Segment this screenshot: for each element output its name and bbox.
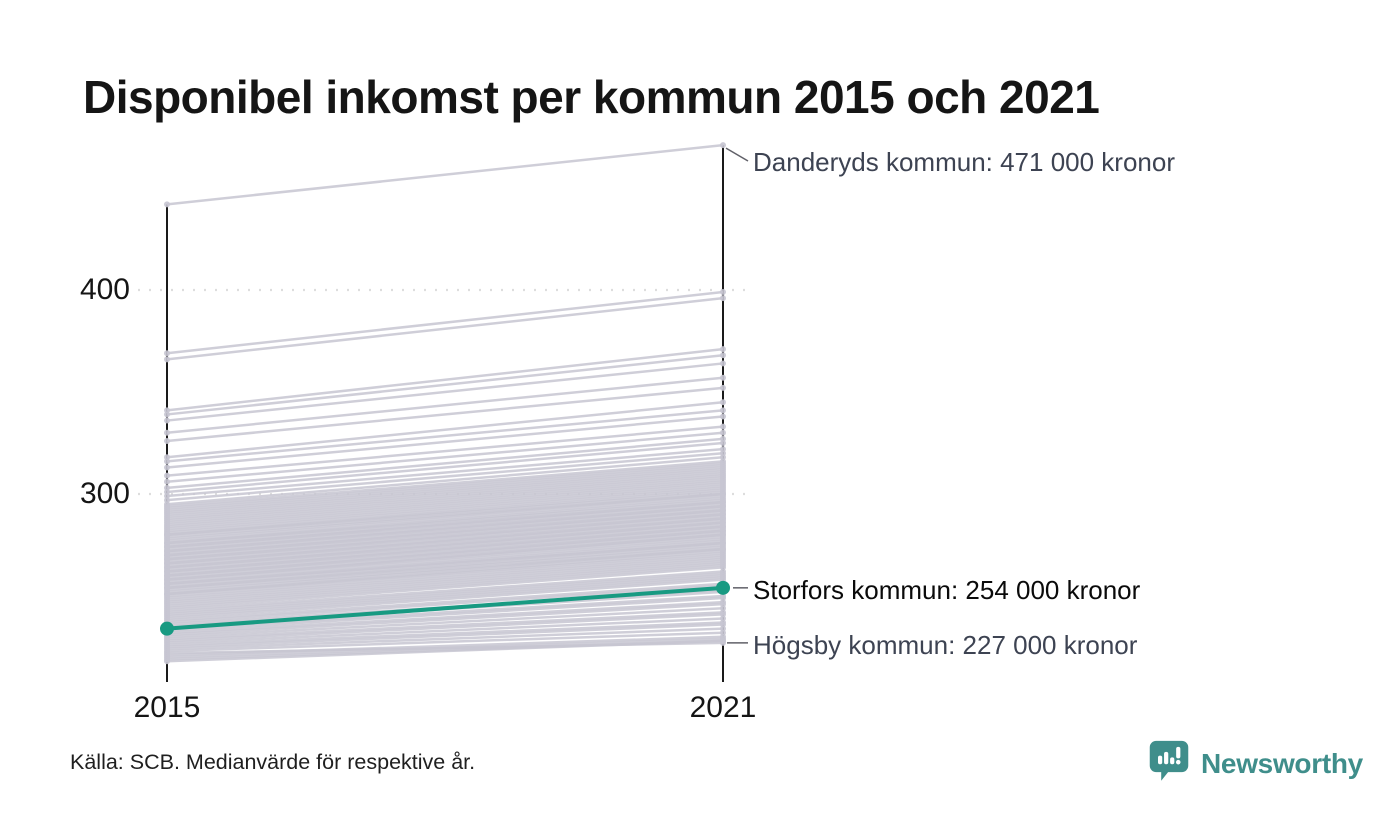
- y-axis-tick-label-400: 400: [79, 273, 130, 306]
- y-axis-tick-label-300: 300: [79, 477, 130, 510]
- annotation-storfors: Storfors kommun: 254 000 kronor: [753, 575, 1141, 605]
- annotation-danderyd: Danderyds kommun: 471 000 kronor: [753, 147, 1176, 177]
- x-axis-label-2021: 2021: [689, 691, 757, 724]
- newsworthy-wordmark: Newsworthy: [1201, 748, 1363, 779]
- chart-title: Disponibel inkomst per kommun 2015 och 2…: [83, 71, 1100, 123]
- newsworthy-logo-icon: [1147, 738, 1191, 791]
- source-note: Källa: SCB. Medianvärde för respektive å…: [70, 750, 476, 774]
- annotation-hogsby: Högsby kommun: 227 000 kronor: [753, 630, 1138, 660]
- x-axis-label-2015: 2015: [133, 691, 201, 724]
- newsworthy-branding: Newsworthy: [1147, 739, 1363, 789]
